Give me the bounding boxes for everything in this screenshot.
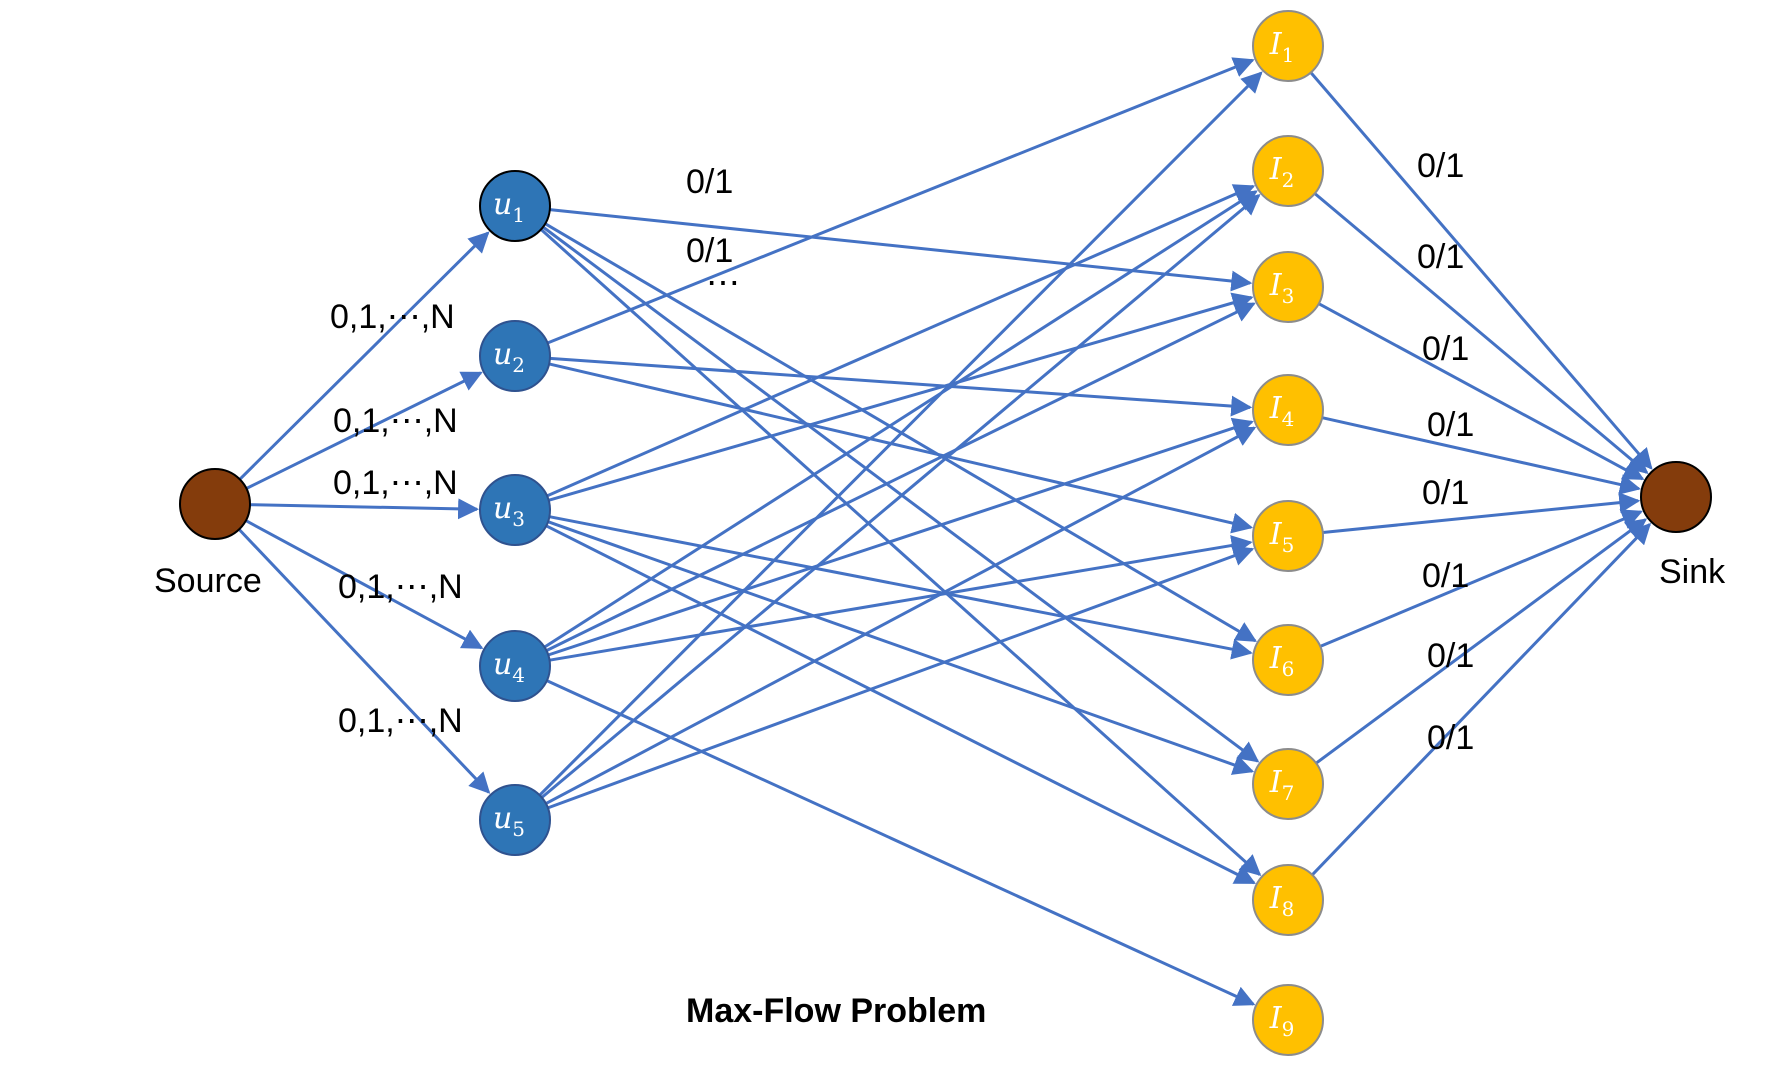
sink-edge-label: 0/1 bbox=[1422, 330, 1469, 368]
u3-to-I2-edge bbox=[546, 184, 1256, 498]
sink-edge-label: 0/1 bbox=[1427, 637, 1474, 675]
I4-node bbox=[1252, 374, 1324, 446]
user-item-edge-label: 0/1 bbox=[686, 163, 733, 201]
I8-node bbox=[1252, 864, 1324, 936]
u3-to-I3-edge bbox=[548, 292, 1254, 502]
I5-label: I5 bbox=[1269, 517, 1295, 557]
I3-label: I3 bbox=[1269, 268, 1295, 308]
I3-node bbox=[1252, 251, 1324, 323]
I1-node bbox=[1252, 10, 1324, 82]
u3-to-I8-edge bbox=[545, 524, 1256, 885]
u5-to-I4-edge bbox=[545, 426, 1257, 805]
u1-label: u1 bbox=[493, 187, 525, 227]
u5-label: u5 bbox=[493, 801, 525, 841]
u4-to-I4-edge bbox=[547, 417, 1254, 657]
u4-to-I5-edge bbox=[549, 535, 1253, 662]
source-to-u3-edge bbox=[249, 498, 480, 520]
source-edge-label: 0,1,⋯,N bbox=[338, 702, 463, 740]
u2-to-I4-edge bbox=[549, 356, 1253, 417]
I2-to-sink-edge bbox=[1313, 192, 1649, 474]
sink-edge-label: 0/1 bbox=[1417, 147, 1464, 185]
u5-to-I1-edge bbox=[538, 71, 1263, 797]
u1-to-I8-edge bbox=[539, 228, 1262, 877]
I1-label: I1 bbox=[1269, 27, 1295, 67]
I7-node bbox=[1252, 748, 1324, 820]
source-to-u1-edge bbox=[238, 231, 490, 481]
I7-to-sink-edge bbox=[1315, 518, 1648, 765]
sink-edge-label: 0/1 bbox=[1427, 406, 1474, 444]
u5-to-I2-edge bbox=[540, 194, 1261, 799]
I2-node bbox=[1252, 135, 1324, 207]
I6-node bbox=[1252, 624, 1324, 696]
sink-edge-label: 0/1 bbox=[1427, 719, 1474, 757]
source-node bbox=[179, 468, 251, 540]
I4-label: I4 bbox=[1269, 391, 1295, 431]
u3-node bbox=[479, 474, 551, 546]
sink-node bbox=[1640, 461, 1712, 533]
I4-to-sink-edge bbox=[1321, 416, 1641, 495]
source-label: Source bbox=[154, 562, 262, 600]
I6-label: I6 bbox=[1269, 641, 1295, 681]
u4-to-I9-edge bbox=[546, 679, 1256, 1006]
u3-label: u3 bbox=[493, 491, 525, 531]
I8-to-sink-edge bbox=[1311, 522, 1652, 876]
I9-label: I9 bbox=[1269, 1001, 1295, 1041]
diagram-title: Max-Flow Problem bbox=[686, 992, 986, 1030]
u2-node bbox=[479, 320, 551, 392]
u1-to-I3-edge bbox=[549, 208, 1253, 292]
u5-to-I5-edge bbox=[547, 545, 1255, 810]
sink-edge-label: 0/1 bbox=[1422, 474, 1469, 512]
u5-node bbox=[479, 784, 551, 856]
source-to-u5-edge bbox=[238, 528, 491, 794]
source-edge-label: 0,1,⋯,N bbox=[330, 298, 455, 336]
source-to-u2-edge bbox=[245, 371, 483, 490]
u4-to-I2-edge bbox=[543, 190, 1258, 649]
source-to-u4-edge bbox=[245, 519, 484, 650]
I5-to-sink-edge bbox=[1322, 492, 1641, 534]
labels-layer: 0,1,⋯,N 0,1,⋯,N 0,1,⋯,N 0,1,⋯,N 0,1,⋯,N … bbox=[154, 147, 1726, 1030]
user-item-edge-label: ⋯ bbox=[706, 264, 740, 302]
u3-to-I7-edge bbox=[547, 520, 1255, 775]
u2-label: u2 bbox=[493, 337, 525, 377]
sink-label: Sink bbox=[1659, 553, 1726, 591]
u1-node bbox=[479, 170, 551, 242]
u2-to-I5-edge bbox=[548, 362, 1254, 534]
I6-to-sink-edge bbox=[1319, 509, 1643, 648]
I7-label: I7 bbox=[1269, 765, 1295, 805]
u3-to-I6-edge bbox=[549, 515, 1253, 660]
I5-node bbox=[1252, 500, 1324, 572]
u4-label: u4 bbox=[493, 647, 525, 687]
edges-layer bbox=[238, 57, 1653, 1006]
source-edge-label: 0,1,⋯,N bbox=[333, 402, 458, 440]
u4-node bbox=[479, 630, 551, 702]
u4-to-I3-edge bbox=[545, 302, 1256, 652]
sink-edge-label: 0/1 bbox=[1422, 557, 1469, 595]
I9-node bbox=[1252, 984, 1324, 1056]
I1-to-sink-edge bbox=[1309, 71, 1653, 470]
I8-label: I8 bbox=[1269, 881, 1295, 921]
u1-to-I7-edge bbox=[542, 225, 1260, 763]
nodes-layer: u1 u2 u3 u4 u5 I1 I2 I3 I4 I5 I6 I7 I8 I9 bbox=[179, 10, 1712, 1056]
source-edge-label: 0,1,⋯,N bbox=[338, 568, 463, 606]
user-item-edge-label: 0/1 bbox=[686, 232, 733, 270]
I2-label: I2 bbox=[1269, 152, 1295, 192]
source-edge-label: 0,1,⋯,N bbox=[333, 464, 458, 502]
u2-to-I1-edge bbox=[546, 57, 1255, 345]
sink-edge-label: 0/1 bbox=[1417, 238, 1464, 276]
I3-to-sink-edge bbox=[1318, 302, 1645, 481]
